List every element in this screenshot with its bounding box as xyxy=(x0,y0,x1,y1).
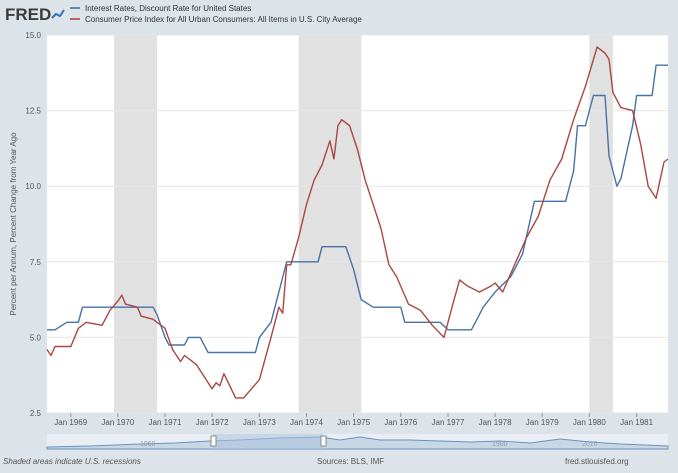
navigator-right-handle[interactable] xyxy=(320,435,327,447)
x-tick-label: Jan 1971 xyxy=(149,418,182,427)
x-tick-label: Jan 1970 xyxy=(101,418,134,427)
recession-band-0 xyxy=(113,35,158,413)
range-navigator[interactable]: 1960 1980 2010 xyxy=(46,434,669,450)
y-tick-label: 2.5 xyxy=(30,409,42,418)
recession-bands xyxy=(113,35,613,413)
legend-label-0[interactable]: Interest Rates, Discount Rate for United… xyxy=(85,4,251,13)
header: FRED Interest Rates, Discount Rate for U… xyxy=(5,4,362,24)
y-tick-label: 15.0 xyxy=(25,31,41,40)
site-link[interactable]: fred.stlouisfed.org xyxy=(565,457,629,466)
sources-text: Sources: BLS, IMF xyxy=(317,457,384,466)
recession-note: Shaded areas indicate U.S. recessions xyxy=(3,457,141,466)
recession-band-1 xyxy=(298,35,362,413)
x-tick-label: Jan 1974 xyxy=(290,418,323,427)
legend: Interest Rates, Discount Rate for United… xyxy=(70,4,362,24)
x-tick-label: Jan 1969 xyxy=(54,418,87,427)
series-line-cpi[interactable] xyxy=(46,46,669,399)
x-tick-label: Jan 1981 xyxy=(620,418,653,427)
logo-text[interactable]: FRED xyxy=(5,5,51,24)
navigator-left-handle[interactable] xyxy=(210,435,217,447)
x-tick-label: Jan 1973 xyxy=(243,418,276,427)
y-axis-label: Percent per Annum, Percent Change from Y… xyxy=(9,132,18,316)
navigator-year-label: 2010 xyxy=(582,441,598,448)
navigator-overview-line xyxy=(46,436,669,450)
navigator-selection[interactable] xyxy=(213,434,323,449)
x-tick-label: Jan 1975 xyxy=(337,418,370,427)
y-tick-label: 10.0 xyxy=(25,182,41,191)
y-axis: 2.5 5.0 7.5 10.0 12.5 15.0 xyxy=(25,31,41,418)
y-tick-label: 7.5 xyxy=(30,258,42,267)
logo-chart-icon xyxy=(51,9,65,19)
x-axis: Jan 1969 Jan 1970 Jan 1971 Jan 1972 Jan 1973… xyxy=(54,413,654,427)
navigator-year-label: 1960 xyxy=(140,441,156,448)
x-tick-label: Jan 1972 xyxy=(196,418,229,427)
series-line-discount-rate[interactable] xyxy=(47,64,668,354)
recession-band-2 xyxy=(589,35,613,413)
y-tick-label: 5.0 xyxy=(30,333,42,342)
x-tick-label: Jan 1977 xyxy=(432,418,465,427)
x-tick-label: Jan 1979 xyxy=(526,418,559,427)
grid-lines xyxy=(47,34,668,414)
navigator-labels: 1960 1980 2010 xyxy=(140,441,598,448)
y-tick-label: 12.5 xyxy=(25,107,41,116)
navigator-year-label: 1980 xyxy=(492,441,508,448)
x-tick-label: Jan 1976 xyxy=(384,418,417,427)
x-tick-label: Jan 1978 xyxy=(479,418,512,427)
x-tick-label: Jan 1980 xyxy=(573,418,606,427)
series-lines xyxy=(46,46,669,399)
legend-label-1[interactable]: Consumer Price Index for All Urban Consu… xyxy=(85,15,362,24)
